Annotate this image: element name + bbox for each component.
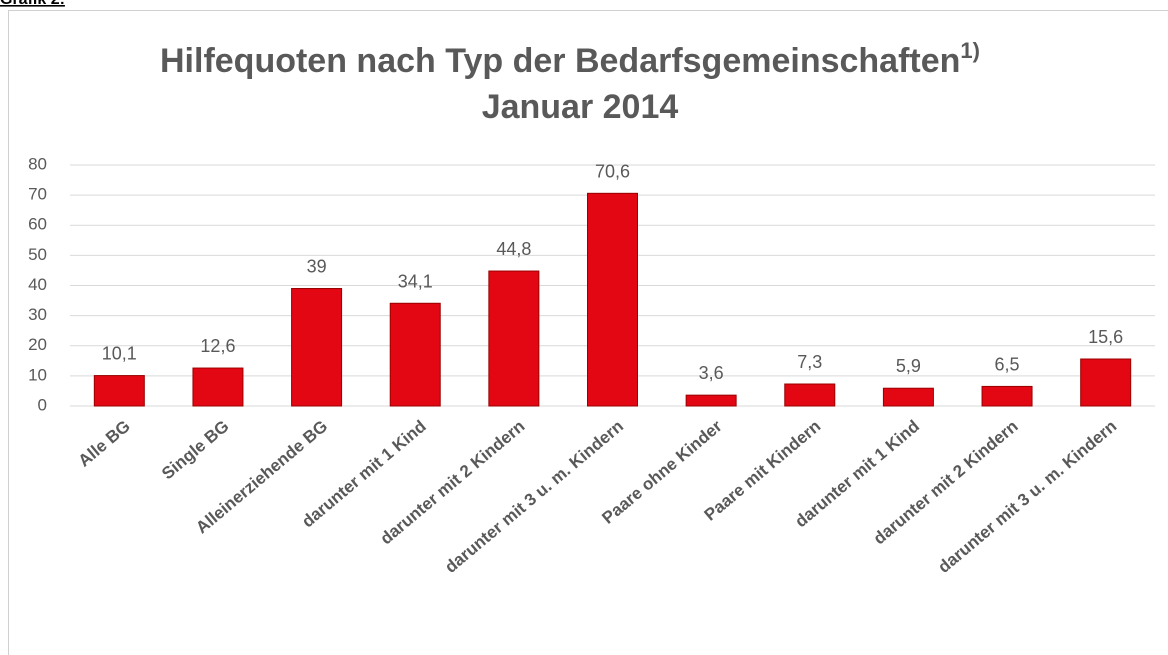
y-tick-label: 10 (28, 365, 47, 384)
value-label: 39 (307, 257, 327, 277)
bar (488, 270, 540, 407)
y-tick-label: 80 (28, 154, 47, 173)
bar (685, 394, 737, 407)
chart-frame (8, 10, 1168, 655)
value-label: 34,1 (398, 271, 433, 291)
caption: Grafik 2: (0, 0, 65, 8)
bar (1080, 358, 1132, 407)
bar (587, 192, 638, 407)
y-tick-label: 40 (28, 275, 47, 294)
chart-subtitle: Januar 2014 (482, 88, 679, 126)
title-line: Hilfequoten nach Typ der Bedarfsgemeinsc… (160, 42, 960, 80)
bar (981, 385, 1033, 407)
y-tick-label: 50 (28, 245, 47, 264)
bar (784, 383, 836, 407)
value-label: 44,8 (496, 239, 531, 259)
value-label: 70,6 (595, 161, 630, 181)
x-tick-label: Alle BG (75, 417, 134, 471)
y-tick-label: 30 (28, 305, 47, 324)
bar (389, 302, 441, 407)
chart-title: Hilfequoten nach Typ der Bedarfsgemeinsc… (160, 38, 980, 80)
x-tick-label: darunter mit 3 u. m. Kindern (934, 417, 1120, 577)
value-label: 10,1 (102, 344, 137, 364)
x-tick-label: darunter mit 3 u. m. Kindern (441, 417, 627, 577)
value-label: 15,6 (1088, 327, 1123, 347)
value-label: 7,3 (797, 352, 822, 372)
bar (93, 375, 145, 407)
bar (291, 288, 343, 407)
value-label: 5,9 (896, 356, 921, 376)
y-tick-label: 70 (28, 185, 47, 204)
y-tick-label: 60 (28, 215, 47, 234)
y-tick-label: 0 (38, 395, 47, 414)
bar (882, 387, 934, 407)
value-label: 3,6 (699, 363, 724, 383)
bar (192, 367, 244, 407)
y-tick-label: 20 (28, 335, 47, 354)
title-footnote: 1) (960, 38, 980, 63)
value-label: 12,6 (200, 336, 235, 356)
value-label: 6,5 (995, 354, 1020, 374)
x-tick-label: Single BG (158, 417, 232, 484)
